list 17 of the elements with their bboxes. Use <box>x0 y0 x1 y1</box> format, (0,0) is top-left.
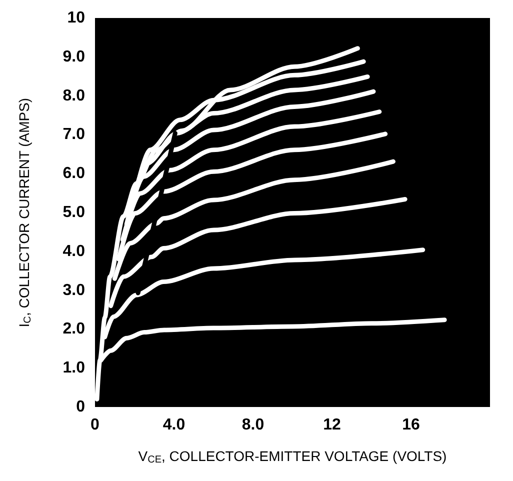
y-tick-label: 7.0 <box>62 126 86 144</box>
x-tick-label: 12 <box>323 416 341 434</box>
y-tick-label: 5.0 <box>62 204 86 221</box>
y-tick-label: 8.0 <box>62 87 86 104</box>
y-tick-label: 4.0 <box>62 242 86 260</box>
x-tick-label: 16 <box>402 416 420 434</box>
y-tick-label: 9.0 <box>62 48 86 66</box>
x-tick-label: 0 <box>90 416 100 434</box>
x-tick-label: 8.0 <box>242 416 264 434</box>
y-tick-label: 6.0 <box>62 165 86 182</box>
x-tick-label: 4.0 <box>162 416 186 434</box>
y-tick-label: 3.0 <box>62 282 86 299</box>
y-tick-label: 1.0 <box>62 360 86 377</box>
y-axis-title: IC, COLLECTOR CURRENT (AMPS) <box>16 98 34 328</box>
y-tick-label: 10 <box>67 10 86 26</box>
y-tick-label: 2.0 <box>62 320 86 338</box>
y-tick-label: 0 <box>76 398 86 416</box>
